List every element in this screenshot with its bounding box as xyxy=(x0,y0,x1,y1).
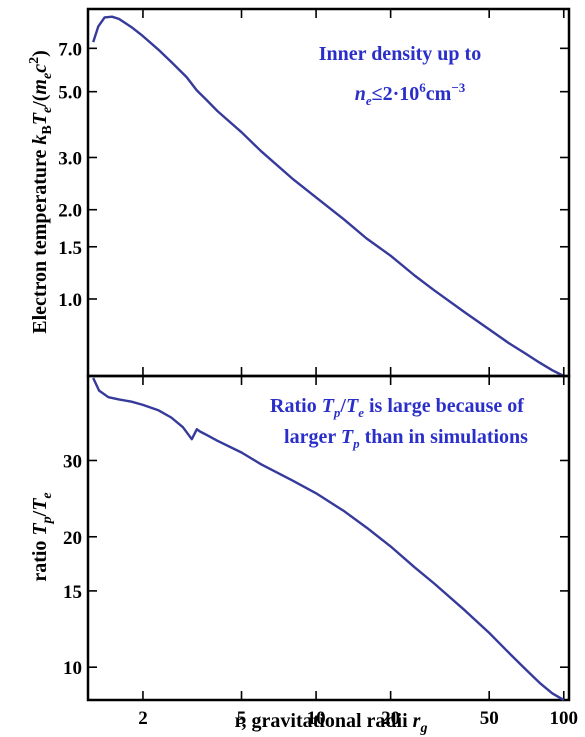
bottom-annotation-line2: larger Tp than in simulations xyxy=(284,426,528,451)
top-annotation-line2: ne≤2·106cm−3 xyxy=(355,80,466,108)
bottom-y-tick-label: 15 xyxy=(63,582,82,603)
top-series-line xyxy=(92,15,565,378)
bottom-series-line xyxy=(92,377,565,702)
bottom-panel-frame xyxy=(86,374,571,702)
bottom-y-ticks: 10 15 20 30 xyxy=(63,451,569,679)
x-tick-label: 5 xyxy=(237,708,247,729)
bottom-y-axis-title: ratio Tp/Te xyxy=(29,492,55,581)
top-y-tick-label: 5.0 xyxy=(58,83,82,104)
top-y-tick-label: 1.5 xyxy=(58,238,82,259)
bottom-y-tick-label: 20 xyxy=(63,528,82,549)
bottom-y-tick-label: 30 xyxy=(63,451,82,472)
bottom-y-tick-label: 10 xyxy=(63,658,82,679)
top-y-ticks: 1.0 1.5 2.0 3.0 5.0 7.0 xyxy=(58,9,569,376)
bottom-x-ticks: 2 5 10 20 50 100 xyxy=(138,376,578,729)
bottom-annotation-line1: Ratio Tp/Te is large because of xyxy=(270,395,524,420)
top-y-tick-label: 3.0 xyxy=(58,148,82,169)
x-tick-label: 50 xyxy=(480,708,499,729)
x-tick-label: 20 xyxy=(381,708,400,729)
x-axis-title: r, gravitational radii rg xyxy=(235,710,428,736)
bottom-panel: 10 15 20 30 2 5 10 20 50 100 Ratio Tp/Te is larg… xyxy=(29,374,578,736)
top-y-tick-label: 7.0 xyxy=(58,39,82,60)
x-tick-label: 2 xyxy=(138,708,148,729)
top-y-axis-title: Electron temperature kBTe/(mec2) xyxy=(27,50,55,334)
x-tick-label: 10 xyxy=(307,708,326,729)
top-y-tick-label: 2.0 xyxy=(58,201,82,222)
top-annotation-line1: Inner density up to xyxy=(319,43,481,65)
top-panel: 1.0 1.5 2.0 3.0 5.0 7.0 Inner density up to n… xyxy=(27,7,571,378)
x-tick-label: 100 xyxy=(550,708,579,729)
top-y-tick-label: 1.0 xyxy=(58,290,82,311)
